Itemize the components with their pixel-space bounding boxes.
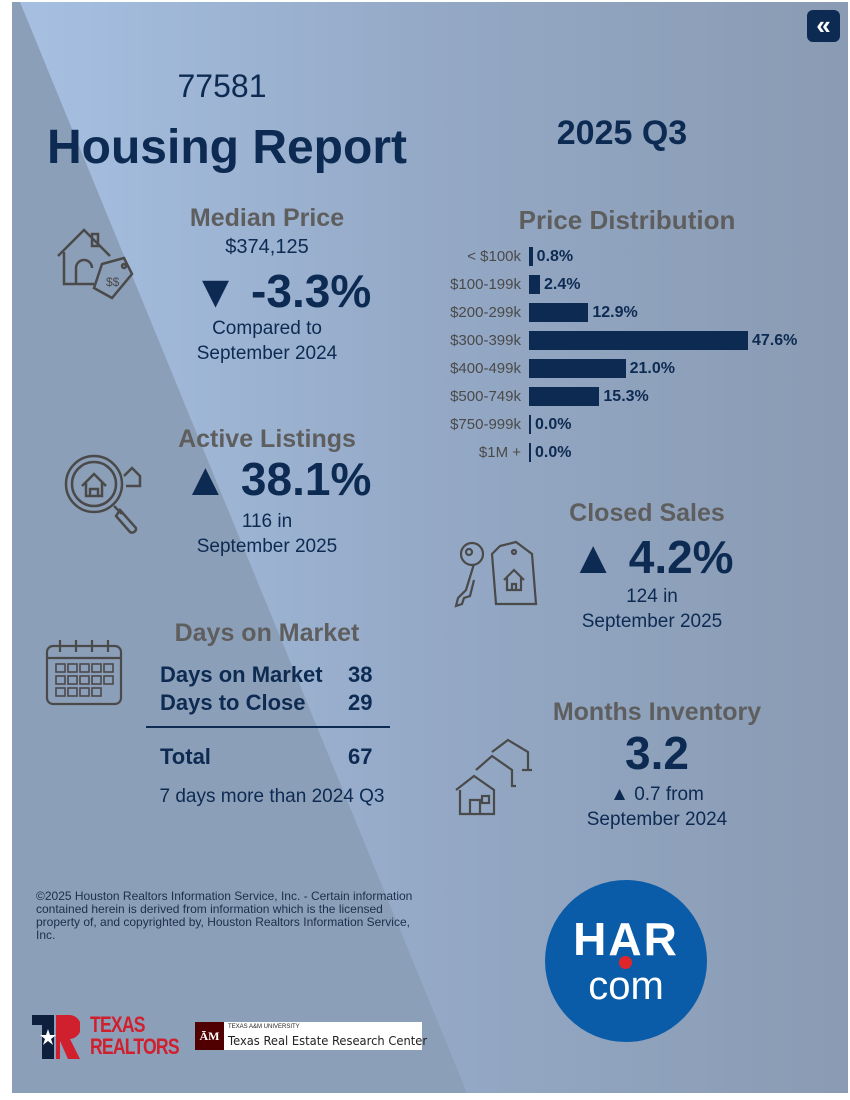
bar-category-label: $400-499k	[450, 360, 521, 377]
svg-text:$$: $$	[106, 275, 120, 289]
tamu-university: TEXAS A&M UNIVERSITY	[228, 1024, 300, 1030]
tamu-logo: ĀM TEXAS A&M UNIVERSITY Texas Real Estat…	[195, 1022, 427, 1050]
houses-icon	[455, 738, 532, 816]
bar	[529, 247, 533, 266]
bar	[529, 331, 748, 350]
months-inventory-date: September 2024	[586, 809, 728, 830]
median-price-change: ▼ -3.3%	[192, 265, 372, 317]
months-inventory-value: 3.2	[625, 727, 689, 779]
bar-category-label: $300-399k	[450, 332, 521, 349]
page-title: Housing Report	[47, 121, 407, 174]
closed-sales-change: ▲ 4.2%	[570, 531, 734, 583]
report-period: 2025 Q3	[556, 114, 688, 152]
median-price-compare-label: Compared to	[212, 318, 322, 339]
days-on-market-title: Days on Market	[174, 619, 360, 647]
bar-value-label: 47.6%	[752, 332, 798, 349]
bar	[529, 303, 589, 322]
bar-category-label: < $100k	[467, 248, 521, 265]
median-price-title: Median Price	[189, 204, 345, 232]
bar-value-label: 21.0%	[629, 360, 675, 377]
closed-sales-count: 124 in	[626, 586, 678, 607]
days-to-close-label: Days to Close	[160, 690, 306, 715]
active-listings-date: September 2025	[196, 536, 338, 557]
report-page: « 77581 Housing Report 2025 Q3 $$ Median…	[12, 2, 848, 1093]
closed-sales-date: September 2025	[581, 611, 723, 632]
bar-value-label: 0.0%	[535, 416, 572, 433]
magnifier-house-icon	[64, 454, 142, 534]
active-listings-count: 116 in	[241, 511, 293, 532]
bar	[529, 387, 600, 406]
days-to-close-value: 29	[348, 690, 373, 715]
bar	[529, 443, 531, 462]
median-price-compare-date: September 2024	[196, 343, 338, 364]
price-distribution-title: Price Distribution	[518, 205, 736, 235]
divider	[146, 726, 390, 728]
texas-realtors-text-1: TEXAS	[90, 1012, 145, 1037]
total-label: Total	[160, 744, 211, 769]
bar-value-label: 0.0%	[535, 444, 572, 461]
har-dot	[619, 956, 632, 969]
bar	[529, 415, 531, 434]
bar-category-label: $750-999k	[450, 416, 521, 433]
bar	[529, 359, 626, 378]
median-price-value: $374,125	[225, 236, 309, 258]
texas-realtors-text-2: REALTORS	[90, 1034, 180, 1059]
active-listings-change: ▲ 38.1%	[182, 453, 372, 505]
texas-realtors-logo: TEXAS REALTORS	[32, 1012, 182, 1061]
months-inventory-change: ▲ 0.7 from	[610, 784, 704, 805]
days-on-market-value: 38	[348, 662, 373, 687]
com-text: com	[588, 964, 664, 1008]
closed-sales-title: Closed Sales	[569, 499, 725, 527]
active-listings-title: Active Listings	[178, 425, 356, 453]
bar-value-label: 0.8%	[536, 248, 574, 265]
days-on-market-note: 7 days more than 2024 Q3	[159, 786, 385, 807]
bar-category-label: $500-749k	[450, 388, 521, 405]
key-house-tag-icon	[454, 540, 538, 608]
bar-category-label: $100-199k	[450, 276, 521, 293]
bar-value-label: 2.4%	[544, 276, 581, 293]
bar-category-label: $200-299k	[450, 304, 521, 321]
bar-value-label: 15.3%	[603, 388, 649, 405]
house-price-tag-icon: $$	[57, 228, 134, 300]
months-inventory-title: Months Inventory	[552, 698, 762, 726]
calendar-icon	[45, 640, 123, 706]
copyright-notice: ©2025 Houston Realtors Information Servi…	[36, 889, 413, 942]
days-on-market-label: Days on Market	[160, 662, 323, 687]
har-com-logo[interactable]: HAR com	[545, 880, 707, 1042]
tamu-center-name: Texas Real Estate Research Center	[228, 1033, 428, 1048]
total-value: 67	[348, 744, 373, 769]
bar-category-label: $1M +	[478, 444, 521, 461]
double-chevron-left-icon[interactable]: «	[807, 10, 840, 42]
zip-code: 77581	[177, 68, 267, 104]
bar	[529, 275, 541, 294]
bar-value-label: 12.9%	[592, 304, 638, 321]
